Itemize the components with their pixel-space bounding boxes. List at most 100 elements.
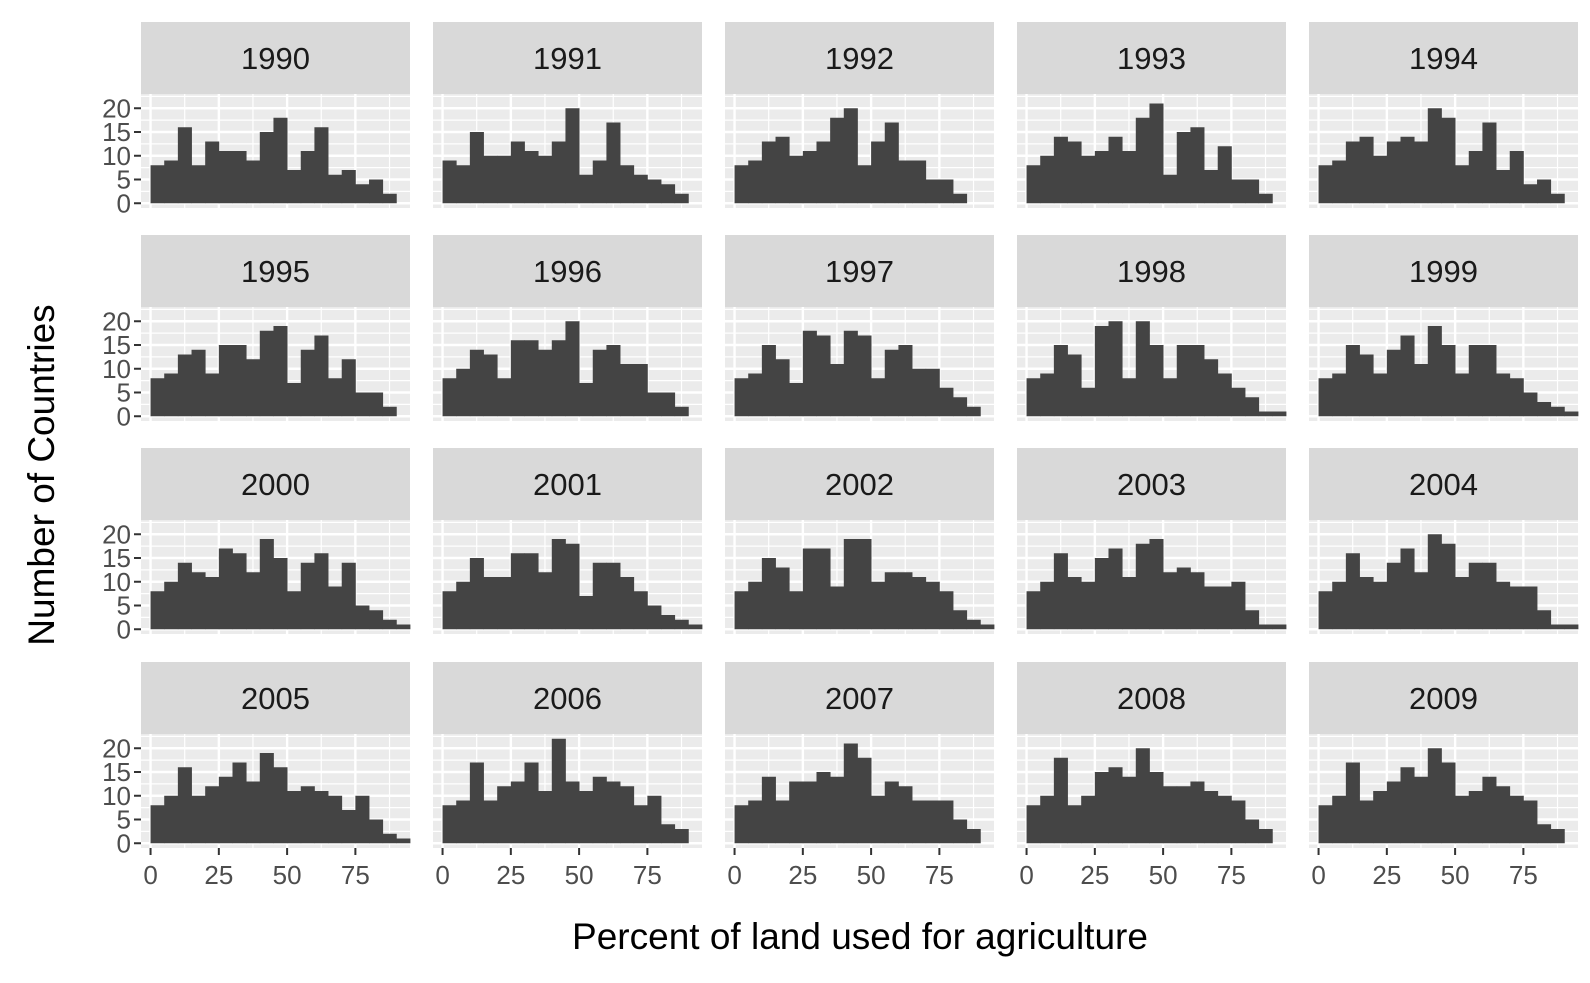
histogram-bar <box>314 127 329 204</box>
histogram-bar <box>191 165 206 204</box>
histogram-bar <box>620 577 635 630</box>
histogram-bar <box>355 605 370 630</box>
facet-strip-label: 1992 <box>825 41 894 76</box>
histogram-bar <box>912 160 927 204</box>
histogram-bar <box>661 615 676 630</box>
histogram-bar <box>1190 781 1205 844</box>
histogram-bar <box>592 160 607 204</box>
histogram-bar <box>1386 562 1401 630</box>
histogram-bar <box>884 122 899 204</box>
histogram-bar <box>355 392 370 417</box>
histogram-bar <box>1163 786 1178 844</box>
histogram-bar <box>1053 345 1068 417</box>
histogram-bar <box>789 383 804 417</box>
histogram-bar <box>816 141 831 204</box>
histogram-bar <box>1163 174 1178 204</box>
facet-panel-1999: 1999 <box>1309 235 1579 421</box>
histogram-bar <box>1482 345 1497 417</box>
y-tick-label: 0 <box>117 401 131 431</box>
histogram-bar <box>369 392 384 417</box>
facet-strip <box>433 448 702 520</box>
histogram-bar <box>232 345 247 417</box>
x-tick-label: 50 <box>1441 860 1470 890</box>
y-tick-label: 15 <box>102 543 131 573</box>
histogram-bar <box>816 548 831 630</box>
histogram-bar <box>483 155 498 204</box>
histogram-bar <box>816 335 831 417</box>
y-tick-label: 20 <box>102 733 131 763</box>
histogram-bar <box>1026 805 1041 844</box>
histogram-bar <box>1400 767 1415 844</box>
facet-panel-2009: 2009 0 25 50 75 <box>1309 662 1578 890</box>
histogram-bar <box>259 132 274 204</box>
histogram-bar <box>1345 141 1360 204</box>
histogram-bar <box>775 800 790 844</box>
y-tick-label: 0 <box>117 828 131 858</box>
histogram-bar <box>1053 757 1068 844</box>
y-tick-label: 10 <box>102 567 131 597</box>
histogram-bar <box>761 345 776 417</box>
histogram-bar <box>205 373 220 417</box>
histogram-bar <box>925 581 940 630</box>
histogram-bar <box>1455 577 1470 630</box>
facet-panel-2003: 2003 <box>1017 448 1287 634</box>
histogram-bar <box>1081 155 1096 204</box>
histogram-bar <box>1122 151 1137 204</box>
histogram-bar <box>341 359 356 417</box>
histogram-bar <box>1359 800 1374 844</box>
histogram-bar <box>314 335 329 417</box>
histogram-bar <box>1108 136 1123 204</box>
histogram-bar <box>775 567 790 630</box>
histogram-bar <box>497 155 512 204</box>
histogram-bar <box>273 326 288 417</box>
histogram-bar <box>1427 748 1442 844</box>
histogram-bar <box>1318 165 1333 204</box>
histogram-bar <box>150 591 165 630</box>
histogram-bar <box>748 160 763 204</box>
histogram-bar <box>396 838 411 844</box>
facet-strip-label: 1995 <box>241 254 310 289</box>
histogram-bar <box>1455 165 1470 204</box>
histogram-bar <box>538 155 553 204</box>
facet-strip <box>725 448 994 520</box>
histogram-bar <box>579 383 594 417</box>
histogram-bar <box>871 795 886 844</box>
histogram-bar <box>314 791 329 844</box>
histogram-bar <box>191 795 206 844</box>
histogram-bar <box>1550 193 1565 204</box>
histogram-bar <box>1318 805 1333 844</box>
histogram-bar <box>1332 160 1347 204</box>
y-tick-label: 0 <box>117 614 131 644</box>
facet-panel-1997: 1997 <box>725 235 994 421</box>
histogram-bar <box>1564 411 1579 417</box>
histogram-bar <box>633 174 648 204</box>
histogram-bar <box>1359 136 1374 204</box>
histogram-bar <box>912 577 927 630</box>
histogram-bar <box>205 141 220 204</box>
y-tick-label: 10 <box>102 781 131 811</box>
histogram-bar <box>1441 762 1456 844</box>
x-tick-label: 25 <box>788 860 817 890</box>
histogram-bar <box>1414 364 1429 417</box>
y-tick-label: 15 <box>102 330 131 360</box>
histogram-bar <box>761 776 776 844</box>
histogram-bar <box>314 553 329 630</box>
histogram-bar <box>620 165 635 204</box>
facet-panel-1991: 1991 <box>433 22 702 208</box>
histogram-bar <box>775 136 790 204</box>
x-tick-label: 0 <box>1019 860 1033 890</box>
histogram-bar <box>953 193 968 204</box>
histogram-bar <box>1067 805 1082 844</box>
histogram-bar <box>382 406 397 417</box>
histogram-bar <box>191 572 206 630</box>
histogram-bar <box>871 581 886 630</box>
histogram-bar <box>218 776 233 844</box>
facet-strip <box>141 235 410 307</box>
histogram-bar <box>246 781 261 844</box>
facet-strip-label: 1991 <box>533 41 602 76</box>
histogram-bar <box>579 596 594 630</box>
facet-strip-label: 2006 <box>533 681 602 716</box>
facet-strip <box>141 22 410 94</box>
histogram-bar <box>497 378 512 417</box>
